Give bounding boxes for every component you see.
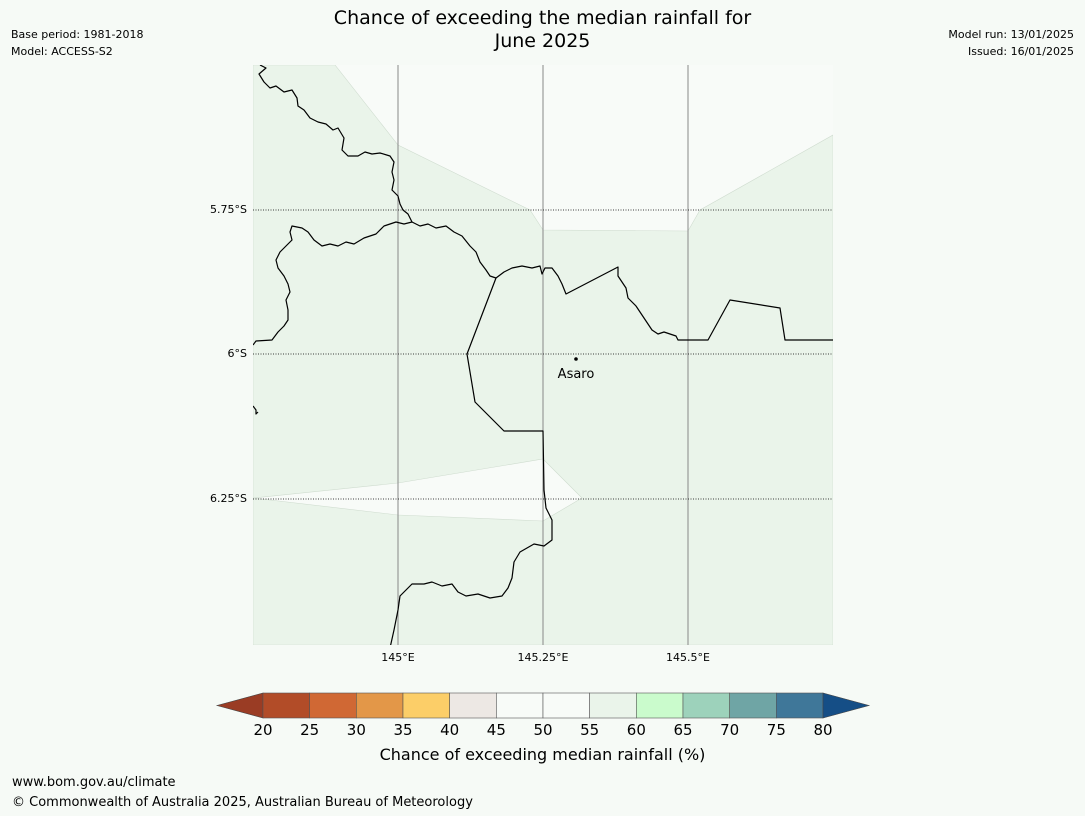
colorbar-tick-label: 70 (720, 721, 739, 739)
latitude-labels: 5.75°S 6°S 6.25°S (210, 203, 247, 505)
colorbar-title: Chance of exceeding median rainfall (%) (379, 745, 706, 764)
colorbar-cell (496, 692, 544, 719)
lat-label: 5.75°S (210, 203, 247, 216)
colorbar-cell (402, 692, 450, 719)
lon-label: 145.5°E (666, 651, 710, 664)
colorbar-tick-label: 75 (767, 721, 786, 739)
website-link[interactable]: www.bom.gov.au/climate (12, 775, 176, 790)
colorbar-cell (449, 692, 497, 719)
colorbar-cell (682, 692, 730, 719)
colorbar-cell (729, 692, 777, 719)
title-line-2: June 2025 (494, 30, 591, 52)
colorbar-cell (636, 692, 684, 719)
colorbar-cell (262, 692, 310, 719)
model-info: Base period: 1981-2018 Model: ACCESS-S2 (11, 26, 143, 60)
colorbar-below-arrow (215, 692, 264, 719)
colorbar-cell (542, 692, 590, 719)
colorbar-tick-label: 60 (627, 721, 646, 739)
colorbar-tick-label: 30 (347, 721, 366, 739)
colorbar: 20 25 30 35 40 45 50 55 60 65 70 75 80 (215, 692, 871, 739)
colorbar-tick-label: 35 (393, 721, 412, 739)
colorbar-cell (356, 692, 404, 719)
asaro-label: Asaro (558, 367, 595, 382)
colorbar-cells (262, 692, 824, 719)
colorbar-tick-label: 45 (487, 721, 506, 739)
colorbar-tick-label: 55 (580, 721, 599, 739)
colorbar-tick-label: 65 (673, 721, 692, 739)
title-line-1: Chance of exceeding the median rainfall … (333, 7, 752, 29)
colorbar-above-arrow (822, 692, 871, 719)
base-period-text: Base period: 1981-2018 (11, 28, 144, 41)
lon-label: 145°E (381, 651, 414, 664)
colorbar-tick-label: 25 (300, 721, 319, 739)
graticule (253, 65, 833, 645)
model-run-text: Model run: 13/01/2025 (948, 28, 1074, 41)
colorbar-tick-label: 80 (813, 721, 832, 739)
map-panel (253, 65, 833, 645)
map-title: Chance of exceeding the median rainfall … (0, 7, 1085, 53)
colorbar-tick-label: 40 (440, 721, 459, 739)
copyright-notice: © Commonwealth of Australia 2025, Austra… (12, 795, 473, 810)
lon-label: 145.25°E (518, 651, 569, 664)
border-west-upper (253, 65, 413, 346)
colorbar-tick-label: 20 (253, 721, 272, 739)
longitude-labels: 145°E 145.25°E 145.5°E (381, 651, 710, 664)
province-borders (253, 65, 833, 645)
colorbar-tick-label: 50 (533, 721, 552, 739)
colorbar-tick-labels: 20 25 30 35 40 45 50 55 60 65 70 75 80 (253, 721, 832, 739)
colorbar-cell (776, 692, 824, 719)
border-diagonal (390, 277, 553, 645)
asaro-marker (574, 357, 578, 361)
border-west-stub (253, 405, 259, 415)
lat-label: 6°S (228, 347, 247, 360)
lat-label: 6.25°S (210, 492, 247, 505)
colorbar-cell (309, 692, 357, 719)
colorbar-cell (589, 692, 637, 719)
issue-info: Model run: 13/01/2025 Issued: 16/01/2025 (948, 26, 1074, 60)
border-central (411, 221, 833, 341)
issued-date-text: Issued: 16/01/2025 (967, 45, 1074, 58)
model-name-text: Model: ACCESS-S2 (11, 45, 113, 58)
